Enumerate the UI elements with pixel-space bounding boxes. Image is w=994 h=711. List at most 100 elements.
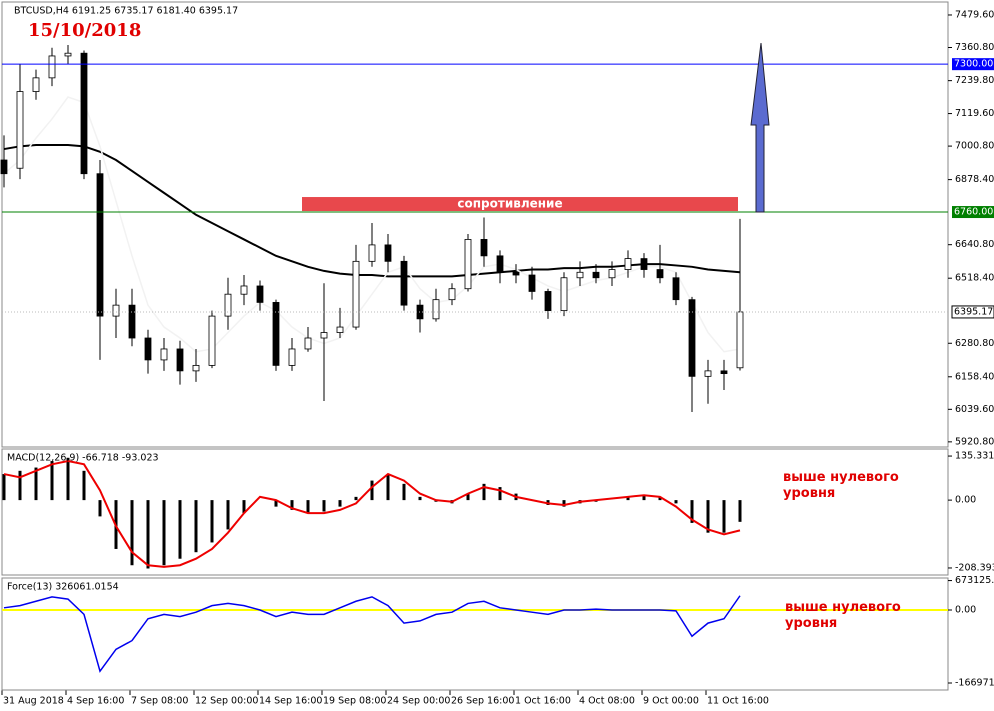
y-tick-label: 6158.40 [955, 371, 994, 382]
y-tick-label: 673125.9 [955, 575, 994, 586]
macd-bar [626, 496, 630, 501]
candle-body [304, 337, 312, 350]
y-tick-label: 7119.60 [955, 108, 994, 119]
y-tick-label: 135.331 [955, 451, 994, 462]
panel-frame [1, 577, 949, 691]
macd-bar [2, 474, 6, 501]
candle-body [320, 332, 328, 339]
macd-bar [18, 470, 22, 501]
candle-body [576, 271, 584, 279]
moving-average [3, 96, 741, 353]
current-price-label: 6395.17 [954, 306, 993, 317]
candle-body [288, 348, 296, 366]
candle-body [176, 348, 184, 372]
x-tick-label: 31 Aug 2018 [3, 696, 64, 707]
candle-body [672, 277, 680, 301]
candle-body [544, 291, 552, 312]
macd-bar [738, 500, 742, 522]
candle-body [448, 288, 456, 301]
candle-body [336, 326, 344, 333]
macd-bar [162, 500, 166, 566]
macd-bar [690, 500, 694, 523]
macd-bar [194, 500, 198, 553]
candle-body [656, 269, 664, 279]
macd-bar [402, 483, 406, 501]
resistance-zone [302, 197, 738, 212]
panel-frame [1, 448, 949, 576]
candle-body [688, 299, 696, 377]
macd-bar [146, 500, 150, 569]
x-tick-label: 12 Sep 00:00 [195, 696, 258, 707]
candle-body [640, 258, 648, 270]
macd-bar [562, 500, 566, 507]
candle-body [720, 370, 728, 375]
macd-bar [130, 500, 134, 566]
macd-bar [722, 500, 726, 533]
y-tick-label: 6039.60 [955, 404, 994, 415]
y-tick-label: 6640.80 [955, 239, 994, 250]
x-tick-label: 4 Sep 16:00 [67, 696, 124, 707]
candle-body [208, 315, 216, 366]
macd-bar [322, 500, 326, 512]
resistance-label: сопротивление [457, 197, 562, 211]
y-tick-label: 6280.80 [955, 338, 994, 349]
force-annotation: выше нулевого уровня [785, 600, 901, 631]
macd-bar [226, 500, 230, 530]
candle-body [128, 304, 136, 339]
macd-bar [706, 500, 710, 533]
macd-bar [306, 500, 310, 514]
current-price-tag [951, 305, 994, 319]
candle-body [0, 159, 8, 175]
macd-bar [482, 483, 486, 501]
candle-body [400, 260, 408, 306]
x-tick-label: 1 Oct 16:00 [515, 696, 571, 707]
y-tick-label: 6878.40 [955, 174, 994, 185]
candle-body [16, 91, 24, 169]
y-tick-label: 7360.80 [955, 42, 994, 53]
candle-body [528, 274, 536, 292]
macd-bar [466, 493, 470, 501]
signal-line [3, 460, 741, 568]
macd-bar [210, 500, 214, 543]
panel-title: BTCUSD,H4 6191.25 6735.17 6181.40 6395.1… [14, 6, 238, 17]
x-tick-label: 19 Sep 08:00 [323, 696, 386, 707]
y-tick-label: 7479.60 [955, 9, 994, 20]
candle-body [736, 311, 744, 369]
level-tag [952, 58, 994, 71]
candle-body [608, 269, 616, 279]
candle-body [368, 244, 376, 262]
candle-body [224, 293, 232, 317]
y-tick-label: -1669712 [955, 677, 994, 688]
macd-bar [658, 496, 662, 501]
macd-bar [338, 500, 342, 507]
y-tick-label: 0.00 [955, 605, 976, 616]
panel-title: Force(13) 326061.0154 [7, 582, 119, 593]
candle-body [624, 258, 632, 270]
candle-body [80, 52, 88, 175]
macd-bar [34, 467, 38, 501]
candle-body [256, 285, 264, 303]
macd-bar [370, 480, 374, 501]
macd-bar [178, 500, 182, 559]
macd-bar [418, 496, 422, 501]
candle-body [464, 239, 472, 290]
x-tick-label: 14 Sep 16:00 [259, 696, 322, 707]
macd-bar [66, 457, 70, 501]
candle-body [384, 244, 392, 262]
candle-body [48, 55, 56, 79]
macd-bar [642, 495, 646, 501]
macd-bar [290, 500, 294, 510]
x-tick-label: 9 Oct 00:00 [643, 696, 699, 707]
candle-body [160, 348, 168, 361]
up-arrow [750, 42, 770, 213]
macd-bar [274, 500, 278, 507]
force-line [3, 595, 741, 673]
macd-bar [242, 500, 246, 514]
y-tick-label: 5920.80 [955, 436, 994, 447]
candle-body [144, 337, 152, 361]
macd-bar [82, 470, 86, 501]
candle-body [432, 299, 440, 320]
candle-body [112, 304, 120, 317]
x-tick-label: 24 Sep 00:00 [387, 696, 450, 707]
